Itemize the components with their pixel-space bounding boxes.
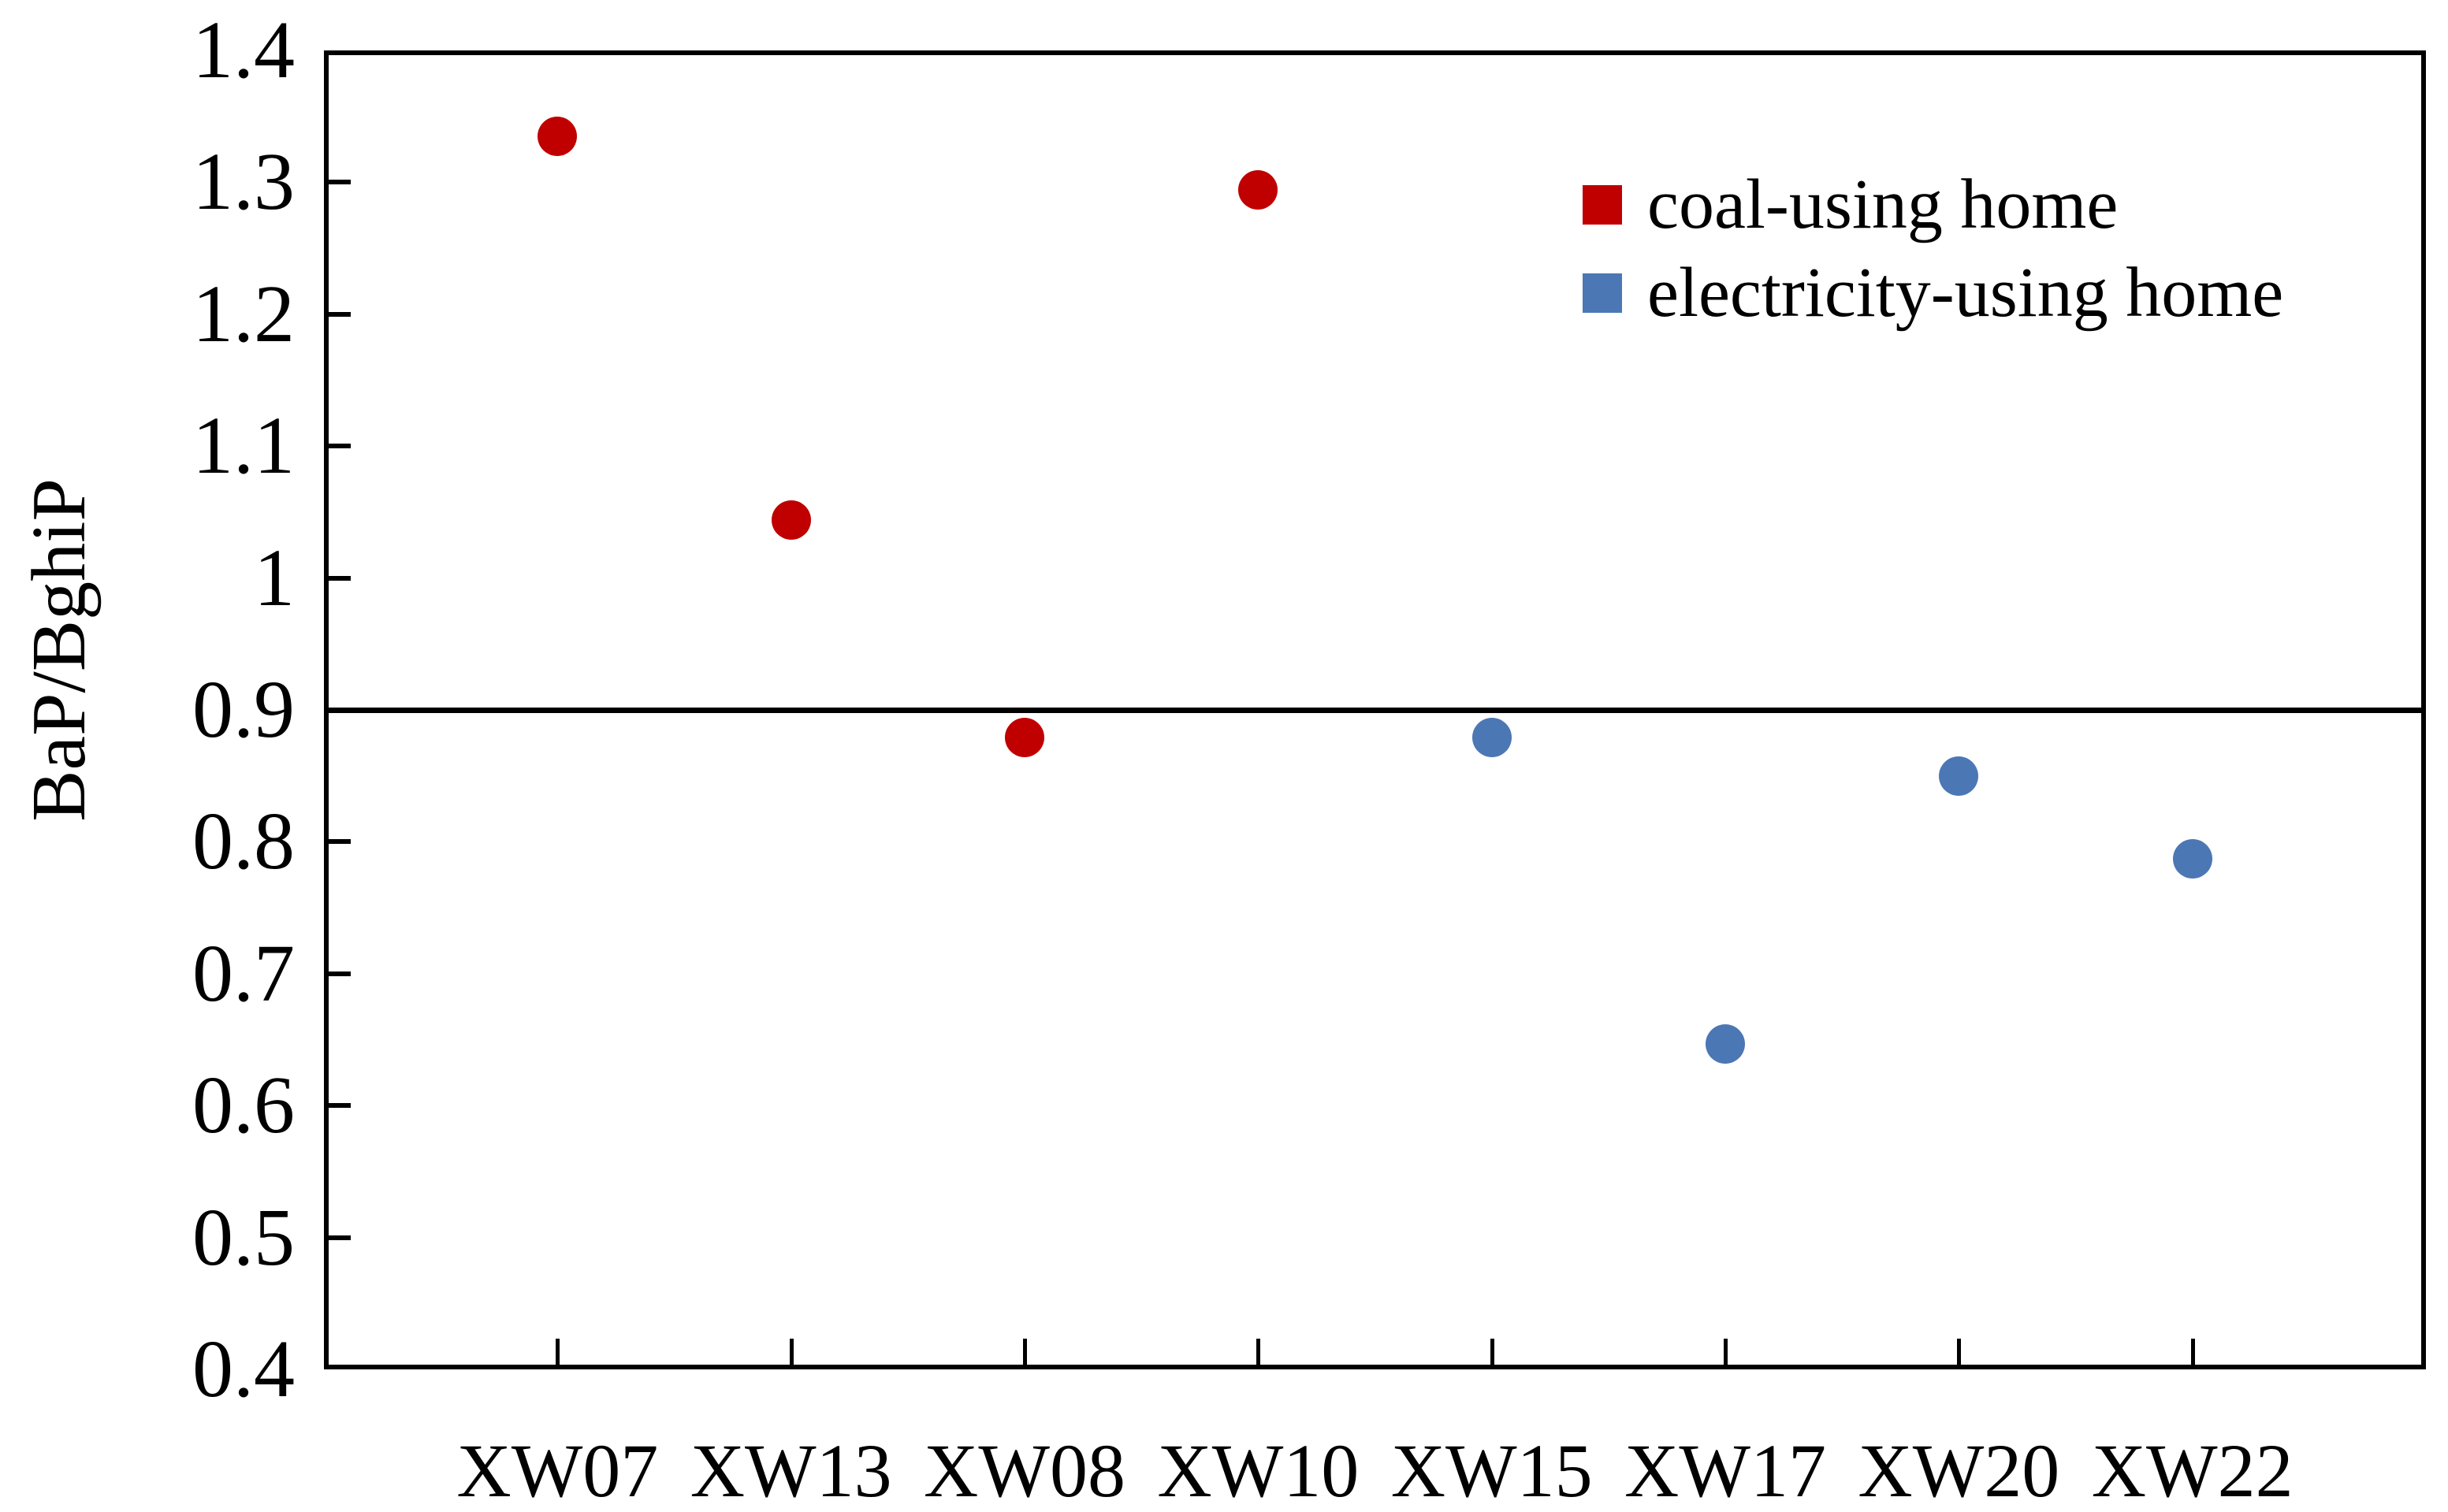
y-tick-label-1: 1 — [254, 532, 295, 623]
y-tick-1.2 — [329, 311, 351, 317]
data-point-XW10 — [1238, 170, 1278, 210]
data-point-XW07 — [538, 116, 578, 156]
y-tick-label-1.3: 1.3 — [192, 136, 295, 228]
y-tick-1.1 — [329, 444, 351, 449]
x-tick-XW22 — [2190, 1339, 2195, 1365]
y-tick-label-0.7: 0.7 — [192, 927, 295, 1019]
legend-item-1: coal-using home — [1583, 162, 2118, 248]
x-tick-XW10 — [1256, 1339, 1261, 1365]
x-tick-XW13 — [789, 1339, 794, 1365]
plot-area-frame — [324, 50, 2426, 1369]
y-tick-label-1.4: 1.4 — [192, 5, 295, 95]
y-tick-1 — [329, 575, 351, 581]
y-tick-label-0.9: 0.9 — [192, 664, 295, 755]
data-point-XW13 — [771, 500, 811, 540]
data-point-XW15 — [1471, 718, 1512, 758]
y-tick-label-0.4: 0.4 — [192, 1324, 295, 1414]
x-tick-label-XW15: XW15 — [1390, 1428, 1593, 1512]
reference-line-0.9 — [329, 708, 2421, 713]
x-tick-XW20 — [1957, 1339, 1962, 1365]
y-tick-0.9 — [329, 708, 351, 712]
x-tick-XW17 — [1724, 1339, 1728, 1365]
y-tick-0.6 — [329, 1103, 351, 1109]
legend-swatch-1 — [1583, 185, 1622, 225]
legend-label-2: electricity-using home — [1647, 254, 2284, 332]
y-tick-label-0.5: 0.5 — [192, 1191, 295, 1283]
legend-label-1: coal-using home — [1647, 165, 2119, 243]
x-tick-label-XW10: XW10 — [1157, 1428, 1360, 1512]
x-tick-XW15 — [1490, 1339, 1494, 1365]
x-tick-label-XW07: XW07 — [456, 1428, 659, 1512]
y-tick-label-0.6: 0.6 — [192, 1060, 295, 1151]
x-tick-label-XW17: XW17 — [1624, 1428, 1826, 1512]
legend-item-2: electricity-using home — [1583, 250, 2283, 336]
y-tick-1.3 — [329, 180, 351, 185]
y-tick-label-0.8: 0.8 — [192, 796, 295, 887]
x-tick-label-XW08: XW08 — [924, 1428, 1125, 1512]
x-tick-XW07 — [556, 1339, 560, 1365]
x-tick-XW08 — [1023, 1339, 1027, 1365]
y-tick-0.7 — [329, 971, 351, 976]
legend-swatch-2 — [1583, 273, 1622, 313]
data-point-XW20 — [1939, 756, 1979, 796]
data-point-XW22 — [2172, 839, 2212, 879]
y-tick-0.8 — [329, 839, 351, 845]
x-tick-label-XW13: XW13 — [690, 1428, 892, 1512]
x-tick-label-XW20: XW20 — [1858, 1428, 2060, 1512]
data-point-XW08 — [1005, 718, 1044, 758]
y-tick-label-1.1: 1.1 — [192, 400, 295, 492]
y-tick-0.5 — [329, 1235, 351, 1240]
x-tick-label-XW22: XW22 — [2091, 1428, 2294, 1512]
y-tick-label-1.2: 1.2 — [192, 268, 295, 359]
data-point-XW17 — [1706, 1023, 1745, 1064]
